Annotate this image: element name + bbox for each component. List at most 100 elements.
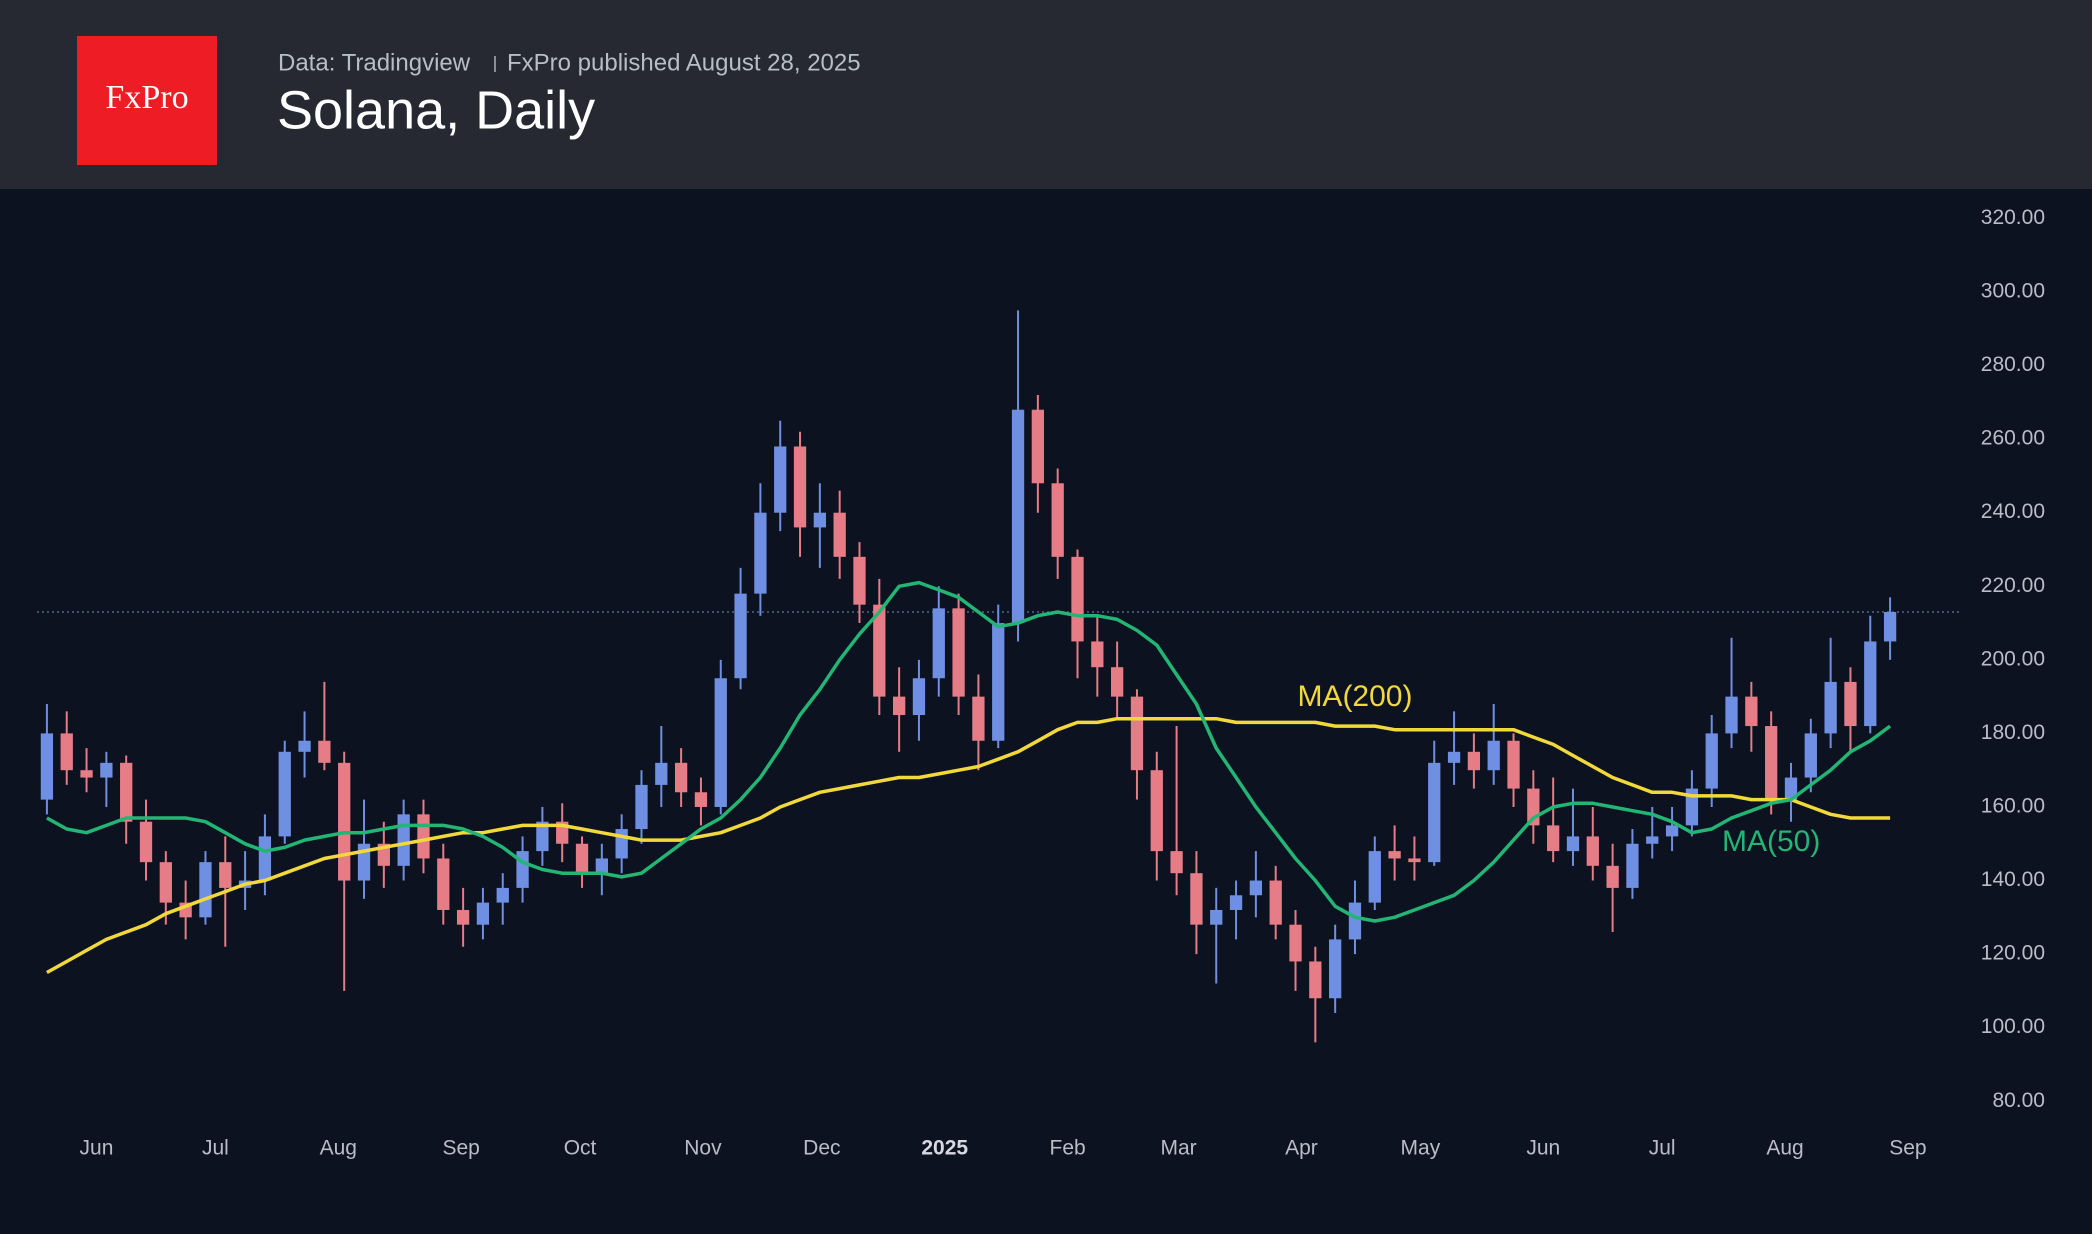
candle-body: [1606, 865, 1619, 888]
y-tick-label: 260.00: [1981, 427, 2045, 450]
candle-body: [278, 751, 291, 837]
candle-body: [1110, 667, 1124, 697]
ma-label: MA(200): [1297, 680, 1412, 713]
candle-body: [1428, 762, 1441, 863]
candle-body: [1348, 902, 1362, 940]
candle-body: [595, 858, 608, 874]
candle-body: [1368, 851, 1381, 903]
candle-body: [833, 512, 846, 557]
y-tick-label: 220.00: [1981, 574, 2045, 597]
logo-box: [77, 36, 217, 165]
header-band: [0, 0, 2092, 189]
candle-body: [1091, 641, 1104, 668]
candle-body: [1408, 858, 1421, 863]
candle-body: [1031, 409, 1045, 484]
candle-body: [655, 762, 668, 785]
candle-body: [1507, 740, 1520, 789]
candle-body: [694, 792, 708, 807]
x-tick-label: Jun: [80, 1137, 114, 1160]
x-tick-label: Oct: [564, 1137, 597, 1160]
candle-body: [873, 604, 886, 697]
candle-body: [972, 696, 985, 741]
candle-body: [60, 733, 73, 771]
candle-body: [635, 784, 648, 830]
y-tick-label: 200.00: [1981, 647, 2045, 670]
candle-body: [476, 902, 490, 925]
candle-body: [714, 678, 727, 807]
candle-body: [298, 740, 311, 752]
candle-body: [1447, 751, 1461, 763]
candle-body: [120, 762, 133, 822]
candle-body: [1467, 751, 1481, 771]
x-tick-label: Apr: [1285, 1137, 1318, 1160]
candle-body: [1011, 409, 1025, 624]
candle-body: [674, 762, 688, 793]
x-tick-label: Sep: [1889, 1137, 1926, 1160]
candle-body: [1646, 836, 1659, 844]
candle-body: [615, 829, 628, 859]
x-tick-label: Feb: [1050, 1137, 1086, 1160]
candle-body: [1210, 909, 1223, 925]
y-tick-label: 80.00: [1992, 1089, 2045, 1112]
candle-body: [853, 556, 866, 605]
x-tick-label: Mar: [1160, 1137, 1196, 1160]
y-tick-label: 180.00: [1981, 721, 2045, 744]
candle-body: [338, 762, 351, 881]
candle-body: [1586, 836, 1599, 866]
candle-body: [1685, 788, 1699, 826]
candle-body: [1665, 825, 1679, 837]
candle-body: [417, 814, 430, 859]
candle-body: [1130, 696, 1144, 771]
candle-body: [1824, 681, 1837, 734]
x-tick-label: Sep: [442, 1137, 479, 1160]
y-tick-label: 160.00: [1981, 795, 2045, 818]
y-tick-label: 280.00: [1981, 353, 2045, 376]
candle-body: [159, 862, 172, 903]
candle-body: [1487, 740, 1500, 771]
candle-body: [1289, 924, 1302, 962]
candle-body: [258, 836, 272, 881]
candle-body: [575, 843, 589, 874]
candle-body: [1883, 612, 1897, 642]
x-tick-label: 2025: [921, 1137, 968, 1160]
y-tick-label: 300.00: [1981, 280, 2045, 303]
candle-body: [536, 821, 549, 852]
candle-body: [1229, 895, 1243, 910]
chart-title: Solana, Daily: [277, 80, 595, 140]
y-tick-label: 240.00: [1981, 500, 2045, 523]
candle-body: [100, 762, 113, 778]
candle-body: [1626, 843, 1639, 888]
ma-line: [46, 580, 1892, 923]
candle-body: [952, 608, 965, 697]
candle-body: [437, 858, 450, 910]
candle-body: [1388, 851, 1401, 859]
y-tick-label: 100.00: [1981, 1015, 2045, 1038]
candle-body: [1269, 880, 1282, 925]
candle-body: [1190, 873, 1203, 925]
candle-body: [397, 814, 410, 866]
candle-body: [1705, 733, 1718, 789]
candle-body: [1547, 825, 1560, 852]
published: FxPro published August 28, 2025: [507, 49, 861, 76]
candle-body: [1051, 483, 1064, 557]
candle-body: [1765, 726, 1778, 800]
candle-body: [793, 446, 807, 528]
candle-body: [40, 733, 54, 800]
candle-body: [813, 512, 827, 528]
candle-body: [1566, 836, 1580, 852]
candle-body: [516, 851, 529, 888]
source: Data: Tradingview: [278, 49, 471, 76]
candle-body: [1309, 961, 1322, 999]
candle-body: [734, 593, 747, 679]
logo: FxPro: [105, 79, 188, 116]
candle-body: [1150, 770, 1163, 852]
y-tick-label: 140.00: [1981, 868, 2045, 891]
x-tick-label: Nov: [684, 1137, 722, 1160]
candle-body: [496, 887, 509, 903]
candle-body: [912, 678, 926, 716]
candle-body: [1804, 733, 1817, 778]
candle-body: [774, 446, 787, 513]
